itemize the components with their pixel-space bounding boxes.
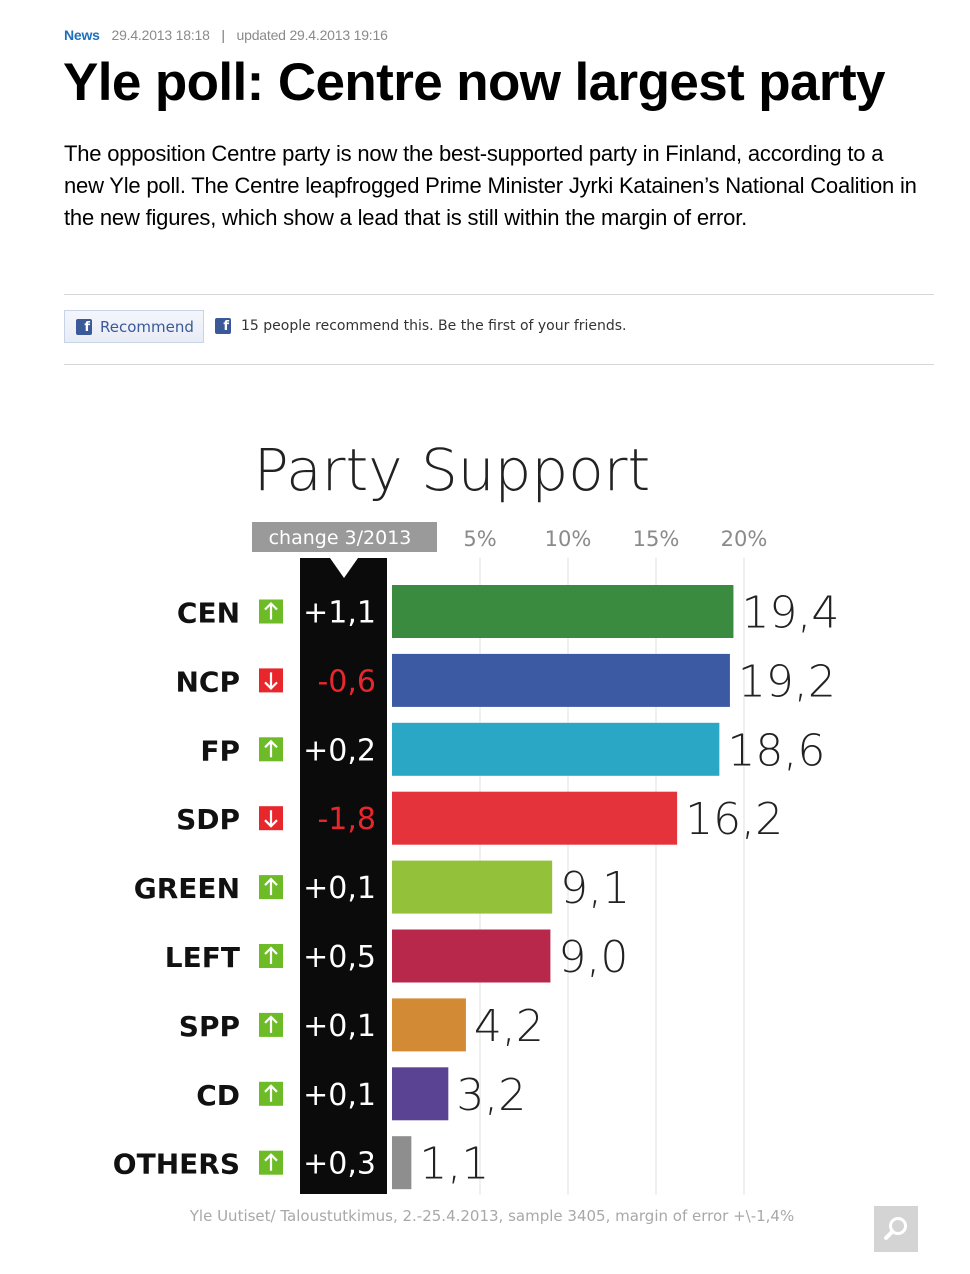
party-label: GREEN [134,872,240,905]
arrow-up-glyph [264,946,278,964]
arrow-up-glyph [264,1015,278,1033]
arrow-up-glyph [264,877,278,896]
recommend-count: f 15 people recommend this. Be the first… [215,318,627,334]
zoom-button[interactable] [874,1206,918,1252]
change-value: +0,5 [303,940,376,975]
change-value: +0,1 [303,1078,376,1113]
x-tick-label: 20% [721,527,768,551]
chart-title: Party Support [254,436,651,504]
facebook-icon: f [76,318,92,335]
recommend-count-text: 15 people recommend this. Be the first o… [241,318,627,334]
change-header [252,522,437,552]
x-tick-label: 5% [463,527,496,551]
change-value: +0,2 [303,733,376,768]
facebook-recommend-button[interactable]: f Recommend [64,310,204,343]
section-link[interactable]: News [64,27,100,43]
divider-bottom [64,364,934,365]
magnifier-icon [884,1217,907,1240]
arrow-up-glyph [264,1153,278,1171]
bar [392,929,551,983]
arrow-up-glyph [264,601,278,620]
bar [392,722,720,776]
published-time: 29.4.2013 18:18 [111,27,210,43]
party-label: NCP [175,665,240,698]
bar-value-label: 19,2 [738,656,836,707]
bar-value-label: 4,2 [474,1001,544,1052]
bar-value-label: 1,1 [419,1139,489,1190]
bar-value-label: 18,6 [727,725,825,776]
change-header-label: change 3/2013 [269,527,412,549]
change-value: +0,1 [303,871,376,906]
bar-value-label: 9,1 [560,863,630,914]
change-value: -1,8 [317,802,376,837]
party-label: FP [200,734,240,767]
x-tick-label: 15% [633,527,680,551]
x-tick-label: 10% [545,527,592,551]
change-value: -0,6 [317,664,376,699]
bar [392,653,730,707]
article-headline: Yle poll: Centre now largest party [63,53,885,112]
party-label: CD [196,1079,240,1112]
bar-value-label: 16,2 [685,794,783,845]
change-value: +0,3 [303,1147,376,1182]
bar [392,860,553,914]
change-value: +0,1 [303,1009,376,1044]
party-label: SDP [176,803,240,836]
arrow-up-glyph [264,739,278,758]
party-label: OTHERS [113,1148,240,1181]
arrow-down-glyph [264,810,278,828]
divider-top [64,294,934,295]
change-value: +1,1 [303,596,376,631]
party-label: SPP [179,1010,240,1043]
facebook-icon: f [215,318,231,334]
arrow-up-glyph [264,1084,278,1102]
party-label: LEFT [165,941,240,974]
meta-separator: | [221,27,225,43]
bar [392,998,466,1052]
bar [392,585,734,638]
bar-value-label: 9,0 [558,932,628,983]
bar [392,1067,449,1121]
chart-source: Yle Uutiset/ Taloustutkimus, 2.-25.4.201… [189,1207,794,1225]
change-column [300,558,387,1194]
updated-time: updated 29.4.2013 19:16 [236,27,388,43]
bar [392,1136,412,1190]
party-label: CEN [177,597,240,630]
bar [392,791,678,845]
bar-value-label: 19,4 [741,588,839,639]
recommend-label: Recommend [100,317,194,336]
article-lede: The opposition Centre party is now the b… [64,141,917,230]
arrow-down-glyph [264,672,278,690]
article-meta: News 29.4.2013 18:18 | updated 29.4.2013… [64,27,388,43]
bar-value-label: 3,2 [456,1070,526,1121]
